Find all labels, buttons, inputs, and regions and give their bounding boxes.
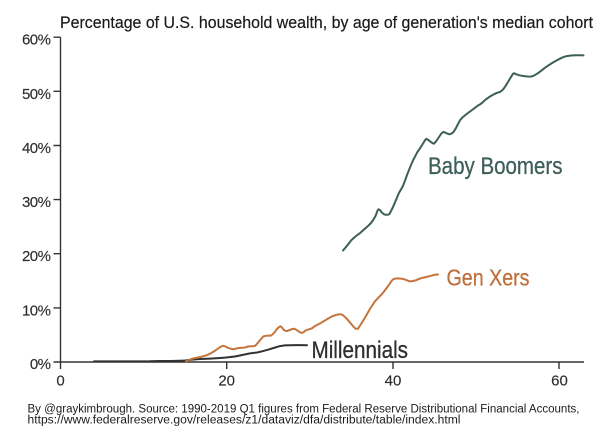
- svg-text:10%: 10%: [22, 302, 51, 319]
- svg-text:50%: 50%: [22, 86, 51, 103]
- svg-text:By @graykimbrough. Source: 199: By @graykimbrough. Source: 1990-2019 Q1 …: [28, 404, 580, 416]
- svg-text:20%: 20%: [22, 248, 51, 265]
- svg-text:Baby Boomers: Baby Boomers: [428, 153, 563, 180]
- svg-text:20: 20: [218, 373, 235, 390]
- svg-text:https://www.federalreserve.gov: https://www.federalreserve.gov/releases/…: [28, 415, 461, 427]
- svg-text:Gen Xers: Gen Xers: [447, 264, 530, 290]
- svg-text:0: 0: [56, 373, 64, 390]
- svg-text:60%: 60%: [22, 32, 51, 49]
- svg-text:30%: 30%: [22, 194, 51, 211]
- svg-text:Millennials: Millennials: [312, 337, 409, 364]
- svg-text:Percentage of U.S. household w: Percentage of U.S. household wealth, by …: [60, 13, 593, 32]
- svg-text:60: 60: [551, 373, 568, 390]
- svg-text:0%: 0%: [30, 356, 51, 373]
- svg-text:40: 40: [385, 373, 402, 390]
- svg-text:40%: 40%: [22, 140, 51, 157]
